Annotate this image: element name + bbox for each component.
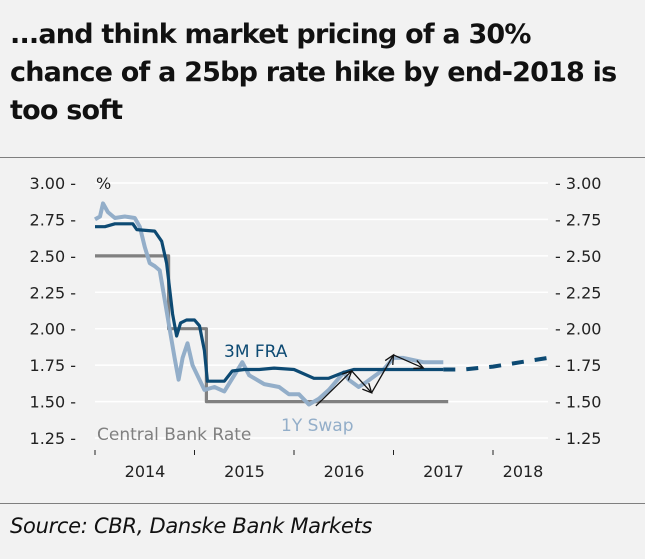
label-central-bank-rate: Central Bank Rate bbox=[97, 425, 251, 445]
arrowhead bbox=[413, 360, 425, 370]
series-3m-fra-forecast bbox=[443, 355, 549, 372]
arrow-line bbox=[393, 354, 424, 369]
x-axis: 2014 2015 2016 2017 2018 bbox=[94, 450, 544, 481]
series-lines bbox=[93, 201, 549, 407]
arrow-line bbox=[371, 354, 395, 394]
y-tick-label-left: 1.50 - bbox=[30, 393, 76, 412]
y-tick-label-right: - 1.25 bbox=[555, 429, 601, 448]
chart-title: ...and think market pricing of a 30% cha… bbox=[10, 19, 617, 126]
y-tick-label-right: - 1.75 bbox=[555, 356, 601, 375]
y-tick-label-left: 3.00 - bbox=[30, 174, 76, 193]
arrowhead bbox=[342, 369, 353, 381]
arrow-line bbox=[351, 370, 373, 394]
y-unit-label: % bbox=[96, 174, 111, 193]
y-tick-label-left: 2.75 - bbox=[30, 210, 76, 229]
label-1y-swap: 1Y Swap bbox=[281, 416, 354, 436]
y-tick-label-right: - 2.75 bbox=[555, 210, 601, 229]
source-note: Source: CBR, Danske Bank Markets bbox=[10, 514, 373, 538]
title-divider bbox=[0, 157, 645, 158]
y-axis-right: - 3.00 - 2.75 - 2.50 - 2.25 - 2.00 - 1.75 - 1.… bbox=[555, 174, 601, 448]
y-tick-label-left: 1.25 - bbox=[30, 429, 76, 448]
x-tick-label: 2015 bbox=[224, 462, 265, 481]
y-tick-label-left: 2.25 - bbox=[30, 283, 76, 302]
arrow-line bbox=[315, 370, 353, 407]
y-axis-left: 3.00 - 2.75 - 2.50 - 2.25 - 2.00 - 1.75 - 1.50… bbox=[30, 174, 76, 448]
series-3m-fra bbox=[95, 222, 444, 383]
y-tick-label-left: 2.00 - bbox=[30, 320, 76, 339]
arrowhead bbox=[362, 383, 373, 394]
y-tick-label-right: - 3.00 bbox=[555, 174, 601, 193]
y-tick-label-right: - 2.00 bbox=[555, 320, 601, 339]
label-3m-fra: 3M FRA bbox=[224, 342, 288, 362]
y-tick-label-left: 2.50 - bbox=[30, 247, 76, 266]
x-tick-label: 2017 bbox=[423, 462, 464, 481]
source-divider bbox=[0, 503, 645, 504]
y-tick-label-right: - 2.50 bbox=[555, 247, 601, 266]
y-tick-label-left: 1.75 - bbox=[30, 356, 76, 375]
y-tick-label-right: - 2.25 bbox=[555, 283, 601, 302]
series-central-bank-rate bbox=[95, 254, 449, 404]
x-tick-label: 2018 bbox=[503, 462, 544, 481]
chart: 3.00 - 2.75 - 2.50 - 2.25 - 2.00 - 1.75 - 1.50… bbox=[30, 174, 602, 481]
series-1y-swap bbox=[93, 201, 444, 407]
y-tick-label-right: - 1.50 bbox=[555, 393, 601, 412]
arrow-annotations bbox=[315, 353, 425, 407]
x-tick-label: 2014 bbox=[125, 462, 166, 481]
x-tick-label: 2016 bbox=[324, 462, 365, 481]
